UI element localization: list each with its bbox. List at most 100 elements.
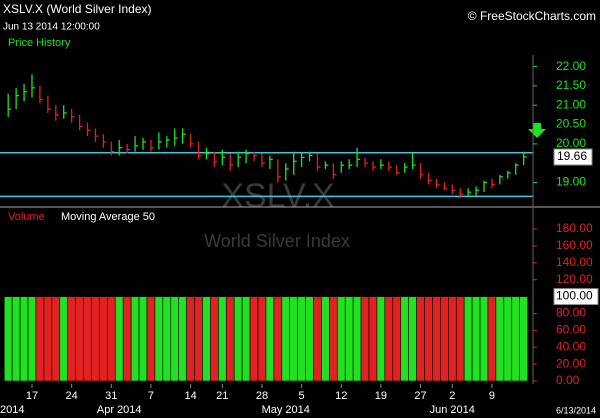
volume-bar (511, 296, 520, 382)
volume-bar (289, 296, 298, 382)
x-tick-label: 9 (489, 390, 495, 402)
y-tick-label: 20.00 (556, 136, 586, 150)
volume-bar (59, 296, 68, 382)
volume-bar (424, 296, 433, 382)
x-tick-label: 2 (449, 390, 455, 402)
x-tick-label: 7 (148, 390, 154, 402)
volume-bar (416, 296, 425, 382)
month-label: Apr 2014 (97, 404, 142, 416)
y-tick-label: 180.00 (556, 221, 593, 235)
chart-title: XSLV.X (World Silver Index) (3, 2, 152, 16)
volume-bar (257, 296, 267, 382)
last-price-box (553, 148, 593, 166)
volume-bar (400, 296, 409, 382)
volume-bar (170, 296, 179, 382)
volume-bar (114, 296, 124, 382)
volume-bar (329, 296, 338, 382)
volume-bar (408, 296, 417, 382)
y-tick-label: 80.00 (556, 306, 586, 320)
volume-bar (138, 296, 148, 382)
month-label: Jun 2014 (430, 404, 475, 416)
y-tick-label: 40.00 (556, 339, 586, 353)
x-tick-label: 5 (299, 390, 305, 402)
volume-bar (186, 296, 195, 382)
volume-bar (91, 296, 100, 382)
volume-bar (27, 296, 37, 382)
volume-bar (376, 296, 386, 382)
volume-bar (146, 296, 156, 382)
volume-bar (495, 296, 505, 382)
y-tick-label: 0.00 (556, 373, 580, 387)
volume-bar (440, 296, 449, 382)
volume-bar (154, 296, 164, 382)
volume-bar (43, 296, 53, 382)
volume-bar (463, 296, 473, 382)
volume-bar (368, 296, 378, 382)
date-label: 6/13/2014 (556, 405, 596, 415)
y-tick-label: 20.50 (556, 117, 586, 131)
volume-bar (202, 296, 211, 382)
volume-bar (384, 296, 394, 382)
volume-bar (487, 296, 497, 382)
x-tick-label: 31 (105, 390, 117, 402)
x-tick-label: 27 (414, 390, 426, 402)
y-tick-label: 21.00 (556, 97, 586, 111)
volume-bar (360, 296, 370, 382)
y-tick-label: 20.00 (556, 356, 586, 370)
legend-text: Moving Average 50 (61, 211, 155, 223)
volume-bar (265, 296, 275, 382)
volume-bar (107, 296, 116, 382)
volume-bar (162, 296, 172, 382)
volume-bar (352, 296, 362, 382)
x-tick-label: 12 (335, 390, 347, 402)
volume-bar (122, 296, 132, 382)
volume-bar (241, 296, 251, 382)
volume-bar (210, 296, 219, 382)
volume-bar (455, 296, 465, 382)
volume-bar (297, 296, 306, 382)
volume-bar (225, 296, 235, 382)
volume-bar (67, 296, 76, 382)
volume-bar (392, 296, 402, 382)
volume-bar (519, 296, 528, 382)
volume-bar (51, 296, 61, 382)
watermark: World Silver Index (204, 231, 350, 251)
volume-bar (281, 296, 291, 382)
x-tick-label: 14 (184, 390, 196, 402)
volume-bar (273, 296, 283, 382)
volume-bar (75, 296, 84, 382)
volume-bar (83, 296, 92, 382)
y-tick-label: 120.00 (556, 272, 593, 286)
y-tick-label: 22.00 (556, 59, 586, 73)
volume-bar (178, 296, 187, 382)
x-tick-label: 19 (375, 390, 387, 402)
volume-bar (194, 296, 203, 382)
volume-title: Volume (8, 211, 45, 223)
x-tick-label: 21 (216, 390, 228, 402)
month-label: 2014 (0, 404, 24, 416)
month-label: May 2014 (262, 404, 310, 416)
volume-bar (218, 296, 227, 382)
y-tick-label: 21.50 (556, 78, 586, 92)
volume-bar (336, 296, 346, 382)
volume-bar (479, 296, 489, 382)
last-value-box (553, 288, 599, 306)
y-tick-label: 160.00 (556, 238, 593, 252)
last-price-label: 19.66 (557, 149, 587, 163)
x-tick-label: 24 (66, 390, 78, 402)
chart-subtitle: Jun 13 2014 12:00:00 (3, 22, 100, 33)
volume-bar (313, 296, 322, 382)
x-tick-label: 28 (256, 390, 268, 402)
source: © FreeStockCharts.com (468, 9, 596, 23)
volume-bar (448, 296, 457, 382)
volume-bar (249, 296, 259, 382)
last-value-label: 100.00 (556, 289, 593, 303)
volume-bar (233, 296, 243, 382)
volume-bar (321, 296, 330, 382)
arrow-icon (528, 123, 546, 138)
volume-bar (99, 296, 108, 382)
y-tick-label: 60.00 (556, 323, 586, 337)
volume-bar (344, 296, 354, 382)
y-tick-label: 140.00 (556, 255, 593, 269)
